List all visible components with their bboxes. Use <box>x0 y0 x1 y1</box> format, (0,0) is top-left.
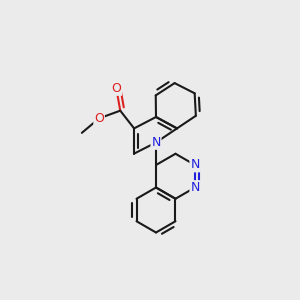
Text: O: O <box>111 82 121 95</box>
Text: N: N <box>190 158 200 172</box>
Text: N: N <box>151 136 161 149</box>
Text: O: O <box>94 112 104 125</box>
Text: N: N <box>190 181 200 194</box>
